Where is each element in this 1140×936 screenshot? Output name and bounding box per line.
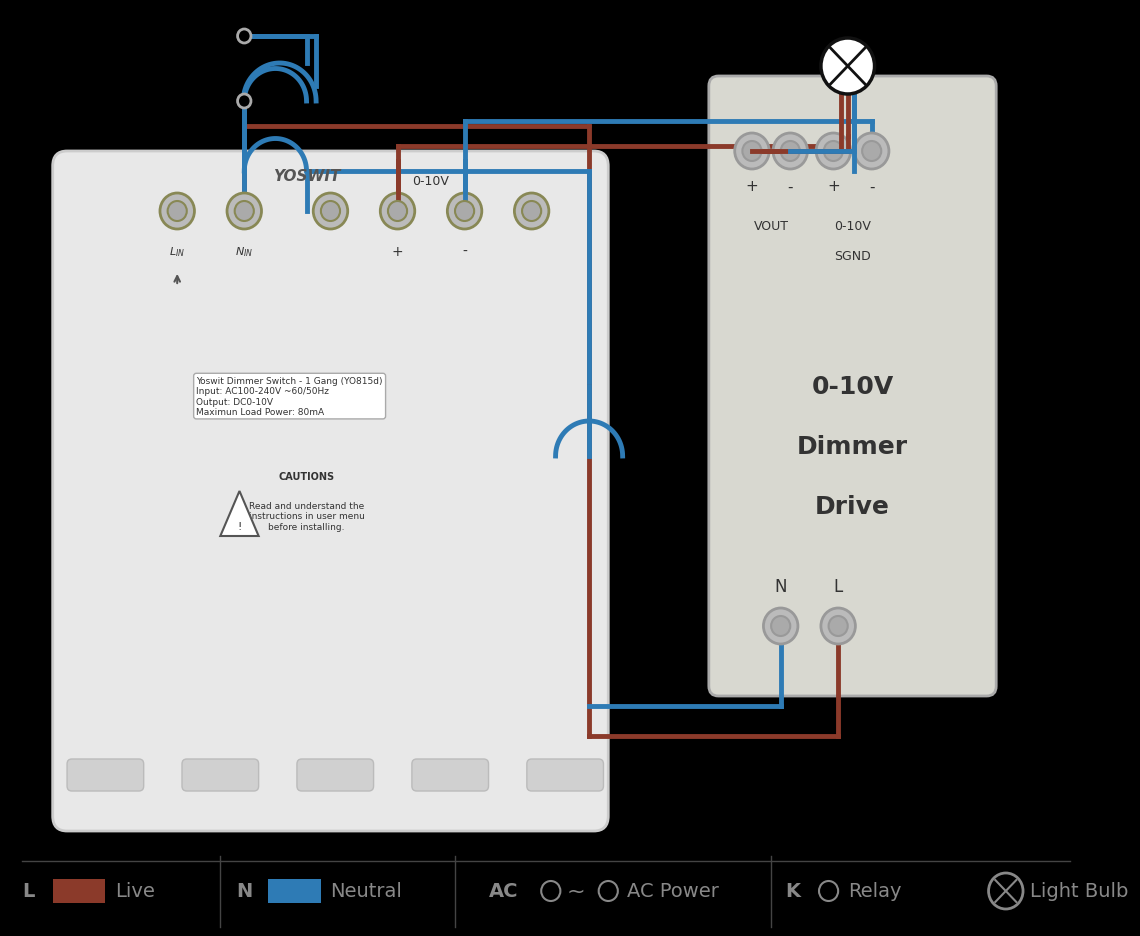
Circle shape xyxy=(388,202,407,222)
Circle shape xyxy=(771,616,790,636)
Text: SGND: SGND xyxy=(834,250,871,263)
Circle shape xyxy=(447,194,482,229)
Circle shape xyxy=(542,881,561,901)
Circle shape xyxy=(168,202,187,222)
Text: +: + xyxy=(826,180,840,195)
FancyBboxPatch shape xyxy=(412,759,489,791)
Text: -: - xyxy=(788,180,793,195)
Circle shape xyxy=(819,881,838,901)
Text: +: + xyxy=(746,180,758,195)
Text: K: K xyxy=(785,882,800,900)
FancyBboxPatch shape xyxy=(709,77,996,696)
Text: +: + xyxy=(392,244,404,258)
Text: -: - xyxy=(869,180,874,195)
Circle shape xyxy=(988,873,1023,909)
Circle shape xyxy=(522,202,542,222)
Text: Relay: Relay xyxy=(848,882,902,900)
Circle shape xyxy=(829,616,848,636)
FancyBboxPatch shape xyxy=(52,152,609,831)
Circle shape xyxy=(862,142,881,162)
Text: Neutral: Neutral xyxy=(331,882,402,900)
FancyBboxPatch shape xyxy=(67,759,144,791)
Circle shape xyxy=(821,608,855,644)
FancyBboxPatch shape xyxy=(527,759,603,791)
Text: AC Power: AC Power xyxy=(627,882,719,900)
Text: N: N xyxy=(236,882,252,900)
Text: $N_{IN}$: $N_{IN}$ xyxy=(235,245,253,258)
Text: L: L xyxy=(833,578,842,595)
Circle shape xyxy=(821,39,874,95)
Text: Drive: Drive xyxy=(815,494,890,519)
Circle shape xyxy=(816,134,850,169)
Text: Yoswit Dimmer Switch - 1 Gang (YO815d)
Input: AC100-240V ~60/50Hz
Output: DC0-10: Yoswit Dimmer Switch - 1 Gang (YO815d) I… xyxy=(196,376,383,417)
Circle shape xyxy=(235,202,254,222)
Bar xyxy=(52,879,105,903)
Circle shape xyxy=(764,608,798,644)
Circle shape xyxy=(320,202,340,222)
Text: 0-10V: 0-10V xyxy=(834,220,871,233)
Circle shape xyxy=(598,881,618,901)
Circle shape xyxy=(734,134,770,169)
Circle shape xyxy=(237,95,251,109)
Circle shape xyxy=(824,142,842,162)
Text: Light Bulb: Light Bulb xyxy=(1029,882,1129,900)
Text: 0-10V: 0-10V xyxy=(812,374,894,399)
FancyBboxPatch shape xyxy=(182,759,259,791)
Text: CAUTIONS: CAUTIONS xyxy=(278,472,334,481)
Circle shape xyxy=(237,30,251,44)
Circle shape xyxy=(773,134,807,169)
Circle shape xyxy=(514,194,548,229)
Bar xyxy=(268,879,320,903)
Circle shape xyxy=(160,194,195,229)
Text: YOSWIT: YOSWIT xyxy=(272,169,340,184)
Text: ~: ~ xyxy=(567,881,586,901)
Polygon shape xyxy=(220,491,259,536)
Circle shape xyxy=(227,194,261,229)
Circle shape xyxy=(781,142,800,162)
Text: L: L xyxy=(23,882,35,900)
Circle shape xyxy=(314,194,348,229)
FancyBboxPatch shape xyxy=(296,759,374,791)
Text: $L_{IN}$: $L_{IN}$ xyxy=(169,245,186,258)
Circle shape xyxy=(455,202,474,222)
Text: Live: Live xyxy=(115,882,155,900)
Text: !: ! xyxy=(237,521,242,532)
Text: VOUT: VOUT xyxy=(754,220,789,233)
Text: N: N xyxy=(774,578,787,595)
Text: AC: AC xyxy=(489,882,518,900)
Circle shape xyxy=(855,134,889,169)
Text: -: - xyxy=(462,244,467,258)
Circle shape xyxy=(381,194,415,229)
Text: 0-10V: 0-10V xyxy=(413,175,449,188)
Text: Dimmer: Dimmer xyxy=(797,434,909,459)
Text: Read and understand the
instructions in user menu
before installing.: Read and understand the instructions in … xyxy=(249,502,365,532)
Circle shape xyxy=(742,142,762,162)
